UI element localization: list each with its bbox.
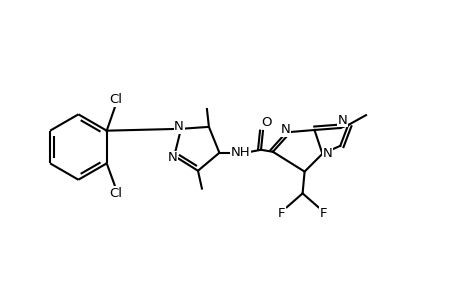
Text: O: O xyxy=(261,116,272,129)
Text: N: N xyxy=(167,152,177,164)
Text: Cl: Cl xyxy=(109,187,122,200)
Text: NH: NH xyxy=(230,146,249,159)
Text: N: N xyxy=(280,124,290,136)
Text: F: F xyxy=(319,207,326,220)
Text: N: N xyxy=(336,114,347,127)
Text: N: N xyxy=(174,120,184,133)
Text: Cl: Cl xyxy=(109,94,122,106)
Text: F: F xyxy=(277,207,285,220)
Text: N: N xyxy=(322,147,331,160)
